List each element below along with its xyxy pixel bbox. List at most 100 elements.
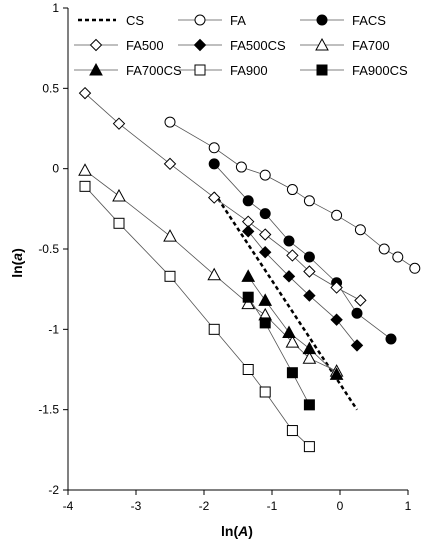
x-tick-label: 0 [337,499,344,513]
data-point-fa500cs [303,289,316,302]
data-point-fa500cs [258,246,272,259]
y-axis-title-prefix: ln( [9,260,25,277]
series-line-fa500cs [247,231,358,346]
series-fa [164,116,421,274]
y-tick-label: 0 [52,162,59,176]
x-tick-label: -2 [199,499,210,513]
data-point-fa900cs [242,291,254,303]
x-axis-title-variable: A [237,523,248,539]
legend-item-fa500cs: FA500CS [178,38,286,53]
data-point-fa900cs [303,399,315,411]
data-point-facs [208,158,220,170]
legend-item-fa900: FA900 [178,63,268,78]
data-point-fa900 [164,270,176,282]
data-point-fa500 [303,265,316,278]
series-line-fa500 [84,92,361,301]
data-point-fa [331,209,343,221]
data-point-fa700 [302,351,317,364]
data-point-fa700cs [241,269,256,282]
legend-marker-facs [316,14,328,26]
data-point-fa700 [163,229,177,242]
y-tick-label: -1.5 [38,403,59,417]
data-point-fa500 [258,228,272,241]
data-point-fa500 [163,157,177,171]
series-fa900 [79,180,315,453]
legend-item-fa900cs: FA900CS [300,63,408,78]
series-fa900cs [242,291,315,411]
legend-label-fa500: FA500 [126,38,164,53]
data-point-fa500 [112,117,126,130]
series-line-facs [213,163,392,340]
y-tick-label: 0.5 [42,81,59,95]
legend-marker-fa700cs [89,62,103,76]
legend-label-fa900cs: FA900CS [352,63,408,78]
data-point-fa500 [78,86,92,100]
data-point-fa900 [208,323,220,335]
x-tick-label: -4 [63,499,74,513]
data-point-facs [303,251,315,263]
data-point-fa500 [286,249,299,262]
legend-item-fa700: FA700 [300,37,390,53]
x-tick-label: -1 [267,499,278,513]
y-axis-title-variable: a [9,253,25,261]
data-point-facs [283,235,295,247]
data-point-fa [164,116,176,128]
legend-marker-fa900cs [316,64,328,76]
legend: CS FA FACS FA500 FA500CS FA700 FA700CS FA900 FA9… [74,13,408,78]
data-point-fa900cs [286,367,298,379]
data-point-fa500cs [282,270,296,283]
data-point-fa900 [259,386,271,398]
legend-item-fa700cs: FA700CS [74,62,182,78]
x-axis-title-suffix: ) [248,523,253,539]
legend-label-fa900: FA900 [230,63,268,78]
y-tick-label: -2 [48,483,59,497]
data-point-fa900 [113,217,125,229]
y-axis-title-suffix: ) [9,248,25,253]
data-point-facs [385,333,397,345]
legend-label-fa700cs: FA700CS [126,63,182,78]
series-fa500cs [241,225,364,352]
legend-label-fa: FA [230,13,246,28]
legend-marker-fa [194,14,206,26]
data-point-fa500 [207,191,221,204]
data-point-facs [259,208,271,220]
data-point-fa [354,224,366,236]
data-point-fa500cs [241,225,255,238]
legend-item-fa500: FA500 [74,38,164,53]
y-tick-label: 1 [52,1,59,15]
data-point-fa700cs [282,325,296,339]
data-point-fa500cs [350,339,364,352]
data-point-fa700 [112,188,126,202]
data-point-fa900 [286,425,298,437]
series-fa500 [78,86,367,307]
legend-label-cs: CS [126,13,144,28]
legend-item-fa: FA [178,13,246,28]
data-point-fa900 [79,180,91,192]
series-fa700 [78,163,344,377]
data-point-fa500 [354,294,367,307]
series-line-fa [169,121,416,269]
legend-marker-fa900 [194,64,206,76]
data-point-fa900 [242,364,254,375]
data-point-fa [392,251,404,263]
series-fa700cs [241,269,344,380]
series-line-fa900cs [247,296,310,405]
legend-marker-fa500 [89,38,103,52]
data-point-fa [208,142,220,154]
legend-item-cs: CS [78,13,144,28]
series-line-fa900 [84,186,310,447]
data-point-fa700cs [329,367,344,380]
data-point-fa700 [207,267,222,281]
data-point-fa700 [241,296,256,310]
data-point-fa500cs [330,313,343,326]
legend-marker-fa700 [315,37,329,51]
series-cs [213,192,359,411]
data-point-fa500 [330,281,343,294]
data-point-fa900cs [259,317,271,329]
data-point-fa700cs [258,293,273,306]
legend-label-facs: FACS [352,13,386,28]
data-point-facs [242,195,254,207]
data-point-fa [259,169,271,181]
data-point-fa [286,184,298,196]
legend-label-fa700: FA700 [352,38,390,53]
